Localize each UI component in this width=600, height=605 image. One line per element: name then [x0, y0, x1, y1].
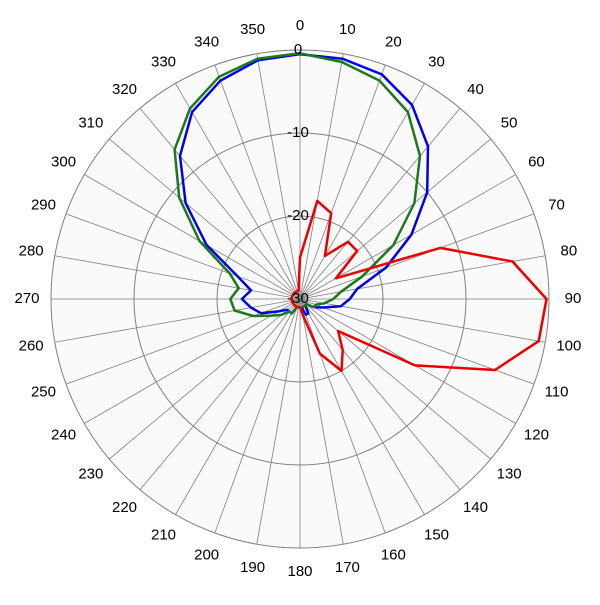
angle-label: 210	[151, 526, 176, 543]
spoke	[108, 138, 301, 300]
angle-label: 250	[31, 383, 56, 400]
angle-label: 30	[428, 54, 445, 71]
angle-label: 130	[497, 465, 522, 482]
spoke	[299, 213, 535, 300]
angle-label: 230	[78, 465, 103, 482]
pattern-line	[290, 199, 548, 373]
spoke	[54, 298, 301, 343]
angle-label: 180	[287, 563, 312, 580]
angle-label: 120	[524, 426, 549, 443]
spoke	[214, 64, 301, 300]
angle-label: 290	[31, 197, 56, 214]
angle-label: 50	[501, 114, 518, 131]
r-tick-label: -30	[287, 290, 309, 307]
spoke	[65, 213, 301, 300]
spoke	[299, 298, 492, 460]
spoke	[54, 255, 301, 300]
angle-label: 10	[339, 21, 356, 38]
angle-label: 160	[381, 547, 406, 564]
angle-label: 70	[548, 197, 565, 214]
spoke	[299, 64, 386, 300]
spoke	[256, 298, 301, 545]
spoke	[299, 83, 425, 300]
angle-label: 330	[151, 54, 176, 71]
spoke	[299, 107, 461, 300]
spoke	[175, 298, 301, 515]
angle-label: 60	[528, 153, 545, 170]
angle-label: 40	[467, 81, 484, 98]
angle-label: 20	[385, 33, 402, 50]
angle-label: 110	[545, 383, 569, 400]
spoke	[299, 298, 425, 515]
angle-label: 100	[556, 337, 581, 354]
r-tick-label: -20	[287, 207, 309, 224]
spoke	[299, 138, 492, 300]
spoke	[299, 53, 344, 300]
spoke	[84, 174, 301, 300]
angle-label: 270	[14, 290, 39, 307]
angle-label: 310	[78, 114, 103, 131]
spoke	[214, 298, 301, 534]
spoke	[256, 53, 301, 300]
spoke	[175, 83, 301, 300]
angle-label: 320	[112, 81, 137, 98]
r-tick-label: -10	[287, 124, 309, 141]
spoke	[139, 298, 301, 491]
angle-label: 80	[561, 243, 578, 260]
spoke	[84, 298, 301, 424]
angle-label: 300	[51, 153, 76, 170]
angle-label: 240	[51, 426, 76, 443]
r-tick-label: 0	[294, 41, 302, 58]
angle-label: 350	[240, 21, 265, 38]
angle-label: 140	[463, 499, 488, 516]
angle-label: 220	[112, 499, 137, 516]
angle-label: 170	[335, 559, 360, 576]
angle-label: 190	[240, 559, 265, 576]
angle-label: 90	[565, 290, 582, 307]
angle-label: 150	[424, 526, 449, 543]
angle-label: 280	[19, 243, 44, 260]
spoke	[139, 107, 301, 300]
spoke	[108, 298, 301, 460]
angle-label: 340	[194, 33, 219, 50]
spoke	[299, 298, 461, 491]
angle-label: 200	[194, 547, 219, 564]
spoke	[299, 298, 344, 545]
angle-label: 260	[19, 337, 44, 354]
angle-label: 0	[296, 17, 304, 34]
